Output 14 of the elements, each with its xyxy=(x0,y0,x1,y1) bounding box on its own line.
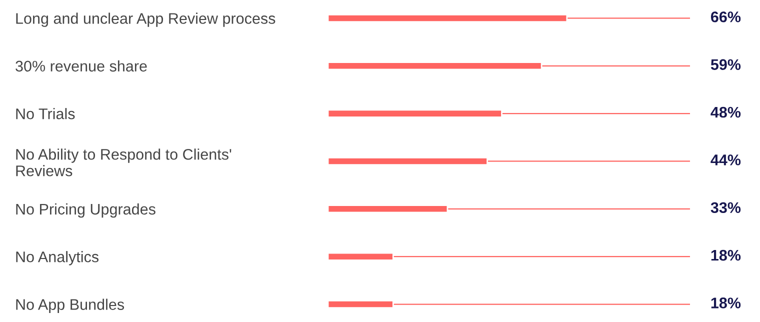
y-tick-label: 30% revenue share xyxy=(16,60,147,72)
data-label: 18% xyxy=(711,250,741,261)
y-tick-label: No Analytics xyxy=(16,251,99,266)
y-tick-label: Long and unclear App Review process xyxy=(16,12,276,27)
data-label: 59% xyxy=(710,59,741,70)
data-label: 66% xyxy=(710,11,741,22)
y-tick-label: No Ability to Respond to Clients' Reviews xyxy=(16,148,232,176)
y-tick-label: No Trials xyxy=(16,108,75,120)
data-label: 44% xyxy=(710,154,741,166)
data-label: 18% xyxy=(711,298,741,308)
y-tick-label: No App Bundles xyxy=(16,298,124,313)
data-label: 33% xyxy=(710,202,741,214)
y-tick-label: No Pricing Upgrades xyxy=(16,203,156,218)
data-label: 48% xyxy=(710,106,741,118)
